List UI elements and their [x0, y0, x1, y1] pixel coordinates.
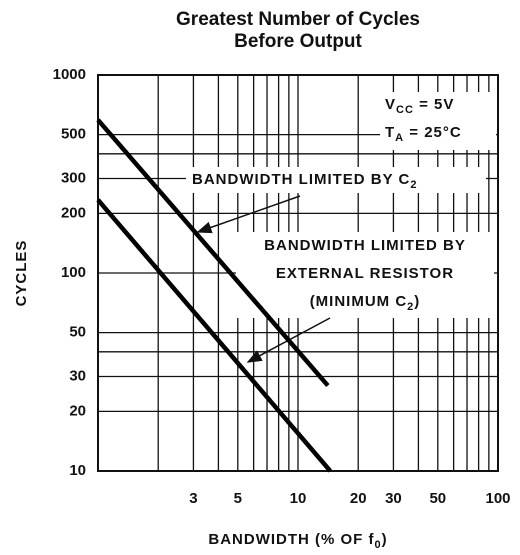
data-line [96, 118, 330, 388]
annotation-arrow [196, 195, 301, 234]
y-tick-label: 30 [69, 367, 86, 384]
data-line [96, 198, 332, 473]
y-tick-label: 50 [69, 324, 86, 341]
annotation: BANDWIDTH LIMITED BY C2 [192, 171, 418, 191]
condition: VCC = 5V [385, 96, 454, 116]
x-tick-label: 10 [290, 490, 307, 507]
chart-title: Before Output [234, 31, 362, 52]
x-tick-label: 20 [350, 490, 367, 507]
x-tick-label: 30 [385, 490, 402, 507]
x-tick-label: 50 [429, 490, 446, 507]
annotation: EXTERNAL RESISTOR [276, 265, 454, 282]
chart-title: Greatest Number of Cycles [176, 9, 420, 30]
y-tick-label: 300 [61, 169, 86, 186]
y-tick-label: 20 [69, 402, 86, 419]
annotation-bg [236, 232, 494, 318]
annotation: BANDWIDTH LIMITED BY [264, 237, 466, 254]
annotation-bg [186, 167, 486, 193]
y-tick-label: 10 [69, 462, 86, 479]
x-tick-label: 3 [189, 490, 197, 507]
conditions-box [380, 92, 496, 150]
y-axis-label: CYCLES [13, 240, 30, 307]
annotation: (MINIMUM C2) [310, 293, 421, 313]
y-tick-label: 100 [61, 264, 86, 281]
plot-frame [97, 74, 499, 472]
y-tick-label: 500 [61, 126, 86, 143]
y-tick-label: 200 [61, 204, 86, 221]
x-tick-label: 5 [234, 490, 242, 507]
condition: TA = 25°C [385, 124, 462, 144]
y-tick-label: 1000 [53, 66, 86, 83]
x-axis-label: BANDWIDTH (% OF f0) [208, 531, 387, 551]
x-tick-label: 100 [485, 490, 510, 507]
